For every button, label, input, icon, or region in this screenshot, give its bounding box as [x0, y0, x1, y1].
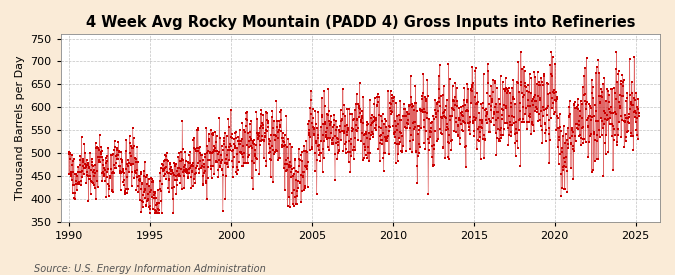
Y-axis label: Thousand Barrels per Day: Thousand Barrels per Day — [15, 56, 25, 200]
Title: 4 Week Avg Rocky Mountain (PADD 4) Gross Inputs into Refineries: 4 Week Avg Rocky Mountain (PADD 4) Gross… — [86, 15, 635, 30]
Text: Source: U.S. Energy Information Administration: Source: U.S. Energy Information Administ… — [34, 264, 265, 274]
